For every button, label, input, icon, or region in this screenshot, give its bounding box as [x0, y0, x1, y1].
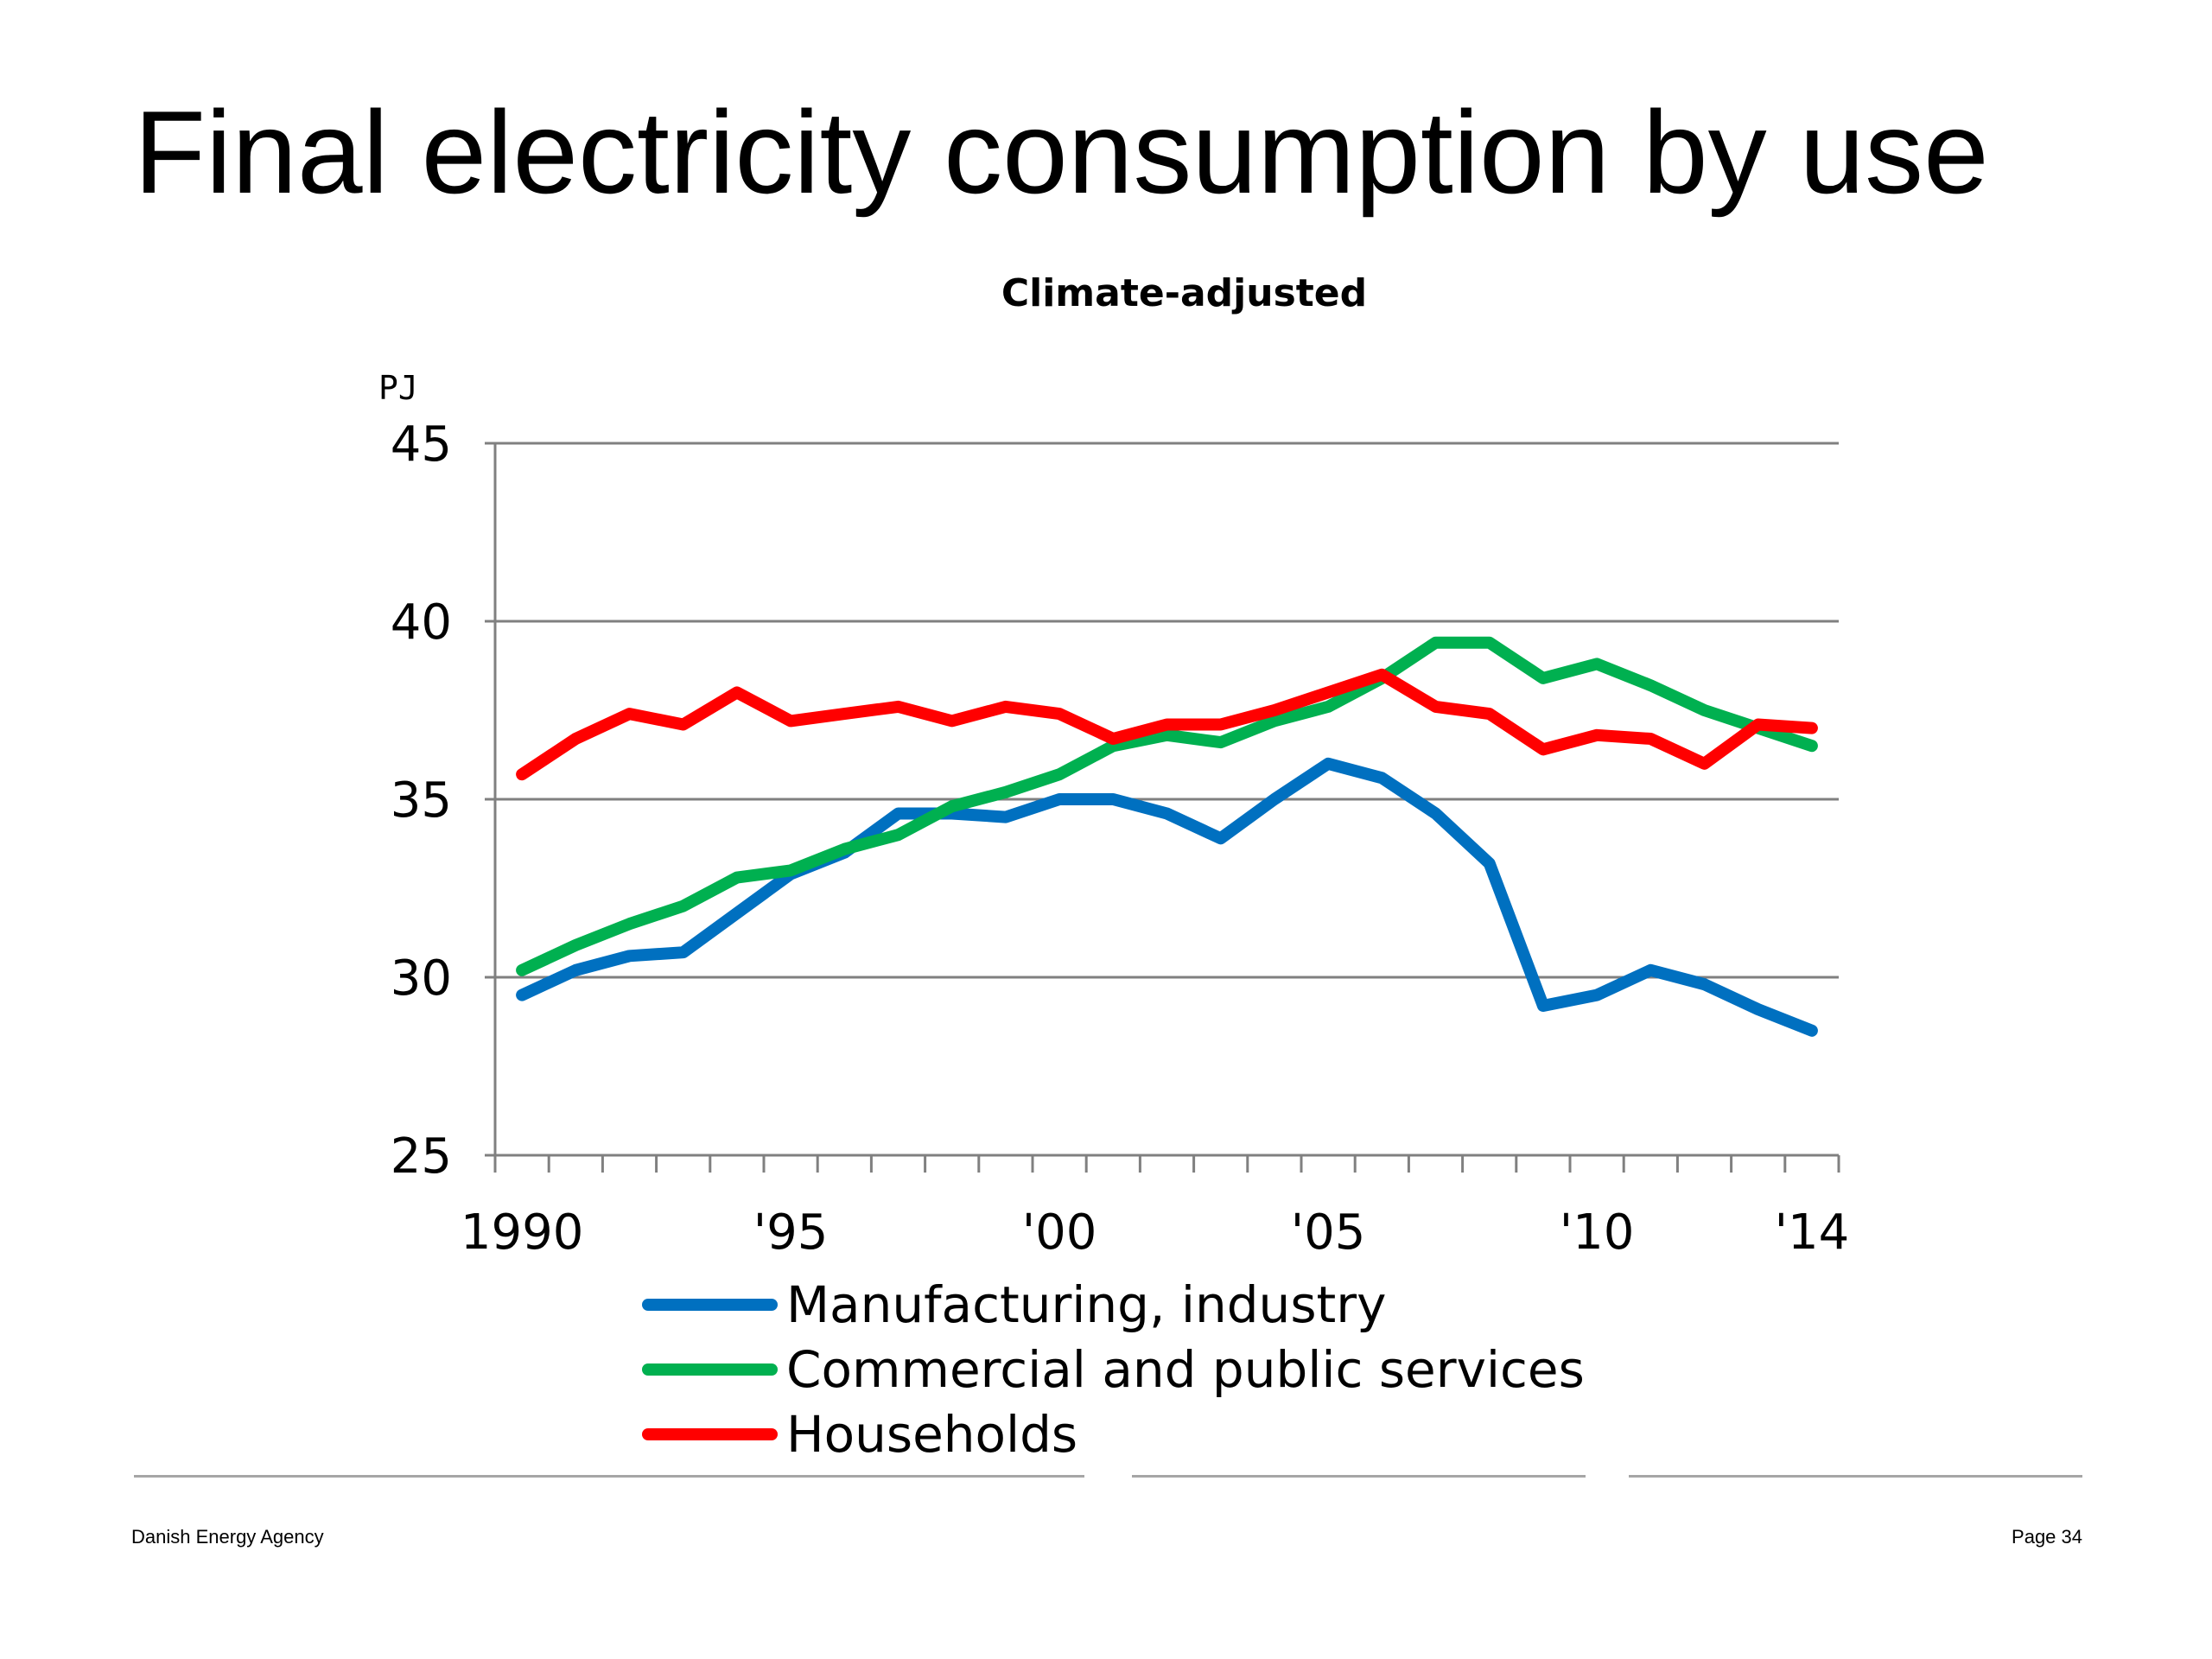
legend-label: Commercial and public services — [786, 1340, 1585, 1399]
data-point — [518, 966, 526, 974]
data-point — [518, 991, 526, 999]
data-point — [1539, 674, 1547, 682]
legend-label: Manufacturing, industry — [786, 1275, 1386, 1334]
x-tick-label: '05 — [1291, 1205, 1366, 1261]
data-point — [948, 717, 956, 725]
data-point — [1485, 860, 1493, 868]
data-point — [1539, 1001, 1547, 1009]
footer-page-number: Page 34 — [2012, 1526, 2082, 1548]
data-point — [1808, 724, 1815, 732]
data-point — [841, 845, 849, 853]
data-point — [1056, 710, 1064, 718]
data-point — [1593, 660, 1601, 668]
data-point — [1432, 639, 1440, 646]
data-point — [1378, 774, 1386, 782]
y-tick-label: 45 — [391, 416, 452, 473]
data-point — [894, 810, 902, 817]
data-point — [1001, 813, 1009, 821]
data-point — [1808, 1027, 1815, 1034]
data-point — [1485, 710, 1493, 718]
data-point — [1808, 742, 1815, 750]
data-point — [679, 721, 687, 728]
data-point — [841, 710, 849, 718]
data-point — [1378, 671, 1386, 678]
data-point — [1056, 796, 1064, 803]
data-point — [1163, 721, 1171, 728]
data-point — [1647, 966, 1655, 974]
data-point — [679, 949, 687, 957]
data-point — [1109, 796, 1117, 803]
data-point — [733, 689, 741, 696]
data-point — [572, 734, 580, 742]
data-point — [1270, 707, 1278, 714]
data-point — [626, 920, 633, 928]
data-point — [733, 874, 741, 881]
data-point — [894, 702, 902, 710]
data-point — [1593, 991, 1601, 999]
data-point — [1001, 788, 1009, 796]
data-point — [1325, 689, 1332, 696]
data-point — [1109, 734, 1117, 742]
footer-divider — [1629, 1475, 2082, 1478]
x-tick-label: '00 — [1022, 1205, 1097, 1261]
data-point — [1217, 739, 1224, 747]
data-point — [1647, 734, 1655, 742]
data-point — [1325, 760, 1332, 767]
y-tick-label: 30 — [391, 950, 452, 1007]
data-point — [1700, 981, 1708, 988]
y-tick-label: 25 — [391, 1128, 452, 1185]
data-point — [518, 771, 526, 779]
data-point — [787, 717, 795, 725]
data-point — [1593, 731, 1601, 739]
data-point — [626, 710, 633, 718]
y-tick-label: 35 — [391, 772, 452, 829]
data-point — [1700, 760, 1708, 767]
data-point — [1754, 1006, 1762, 1014]
data-point — [1754, 721, 1762, 728]
data-point — [1539, 746, 1547, 753]
data-point — [1163, 731, 1171, 739]
data-point — [626, 952, 633, 960]
data-point — [1163, 810, 1171, 817]
data-point — [1217, 835, 1224, 842]
y-axis-unit-label: PJ — [378, 369, 418, 407]
data-point — [1270, 717, 1278, 725]
x-tick-label: '95 — [753, 1205, 829, 1261]
data-point — [1432, 702, 1440, 710]
footer-organization: Danish Energy Agency — [131, 1526, 324, 1548]
x-tick-label: '14 — [1775, 1205, 1850, 1261]
data-point — [1270, 796, 1278, 803]
data-point — [1325, 702, 1332, 710]
data-point — [1647, 682, 1655, 690]
chart-title: Climate-adjusted — [1001, 271, 1367, 315]
series-line-2 — [516, 636, 1818, 976]
data-point — [733, 909, 741, 917]
data-point — [1217, 721, 1224, 728]
data-point — [679, 902, 687, 910]
data-point — [1485, 639, 1493, 646]
footer-divider — [134, 1475, 1084, 1478]
slide-title: Final electricity consumption by use — [134, 86, 1989, 218]
data-point — [1056, 771, 1064, 779]
data-point — [1001, 702, 1009, 710]
x-tick-label: 1990 — [461, 1205, 584, 1261]
data-point — [1700, 707, 1708, 714]
series-line-1 — [516, 757, 1818, 1037]
data-point — [894, 831, 902, 839]
data-point — [787, 867, 795, 874]
data-point — [948, 803, 956, 810]
y-tick-label: 40 — [391, 594, 452, 651]
x-tick-label: '10 — [1560, 1205, 1635, 1261]
data-point — [572, 941, 580, 949]
legend-label: Households — [786, 1405, 1077, 1464]
data-point — [1432, 810, 1440, 817]
data-point — [572, 966, 580, 974]
footer-divider — [1132, 1475, 1586, 1478]
